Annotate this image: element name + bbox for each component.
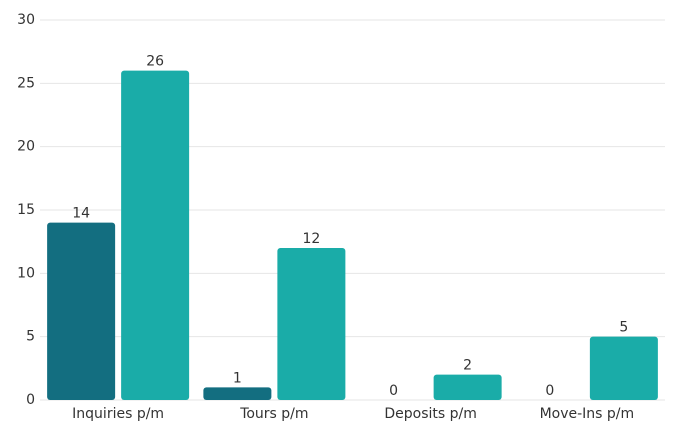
data-label: 5 — [619, 320, 628, 336]
y-tick-label: 25 — [17, 75, 35, 91]
data-label: 26 — [146, 54, 164, 70]
bar — [203, 387, 272, 400]
data-label: 12 — [302, 231, 320, 247]
data-label: 2 — [463, 358, 472, 374]
bar — [433, 374, 502, 400]
x-tick-label: Deposits p/m — [384, 406, 477, 422]
data-label: 0 — [389, 383, 398, 399]
bar — [277, 248, 346, 400]
y-tick-label: 30 — [17, 12, 35, 28]
bar — [121, 70, 190, 401]
y-tick-label: 15 — [17, 202, 35, 218]
bar — [589, 336, 658, 400]
y-tick-label: 10 — [17, 265, 35, 281]
data-label: 1 — [233, 370, 242, 386]
x-tick-label: Move-Ins p/m — [540, 406, 635, 422]
y-tick-label: 5 — [26, 329, 35, 345]
data-label: 14 — [72, 206, 90, 222]
x-tick-label: Tours p/m — [239, 406, 308, 422]
x-tick-label: Inquiries p/m — [72, 406, 164, 422]
y-tick-label: 0 — [26, 392, 35, 408]
bar — [47, 222, 116, 400]
y-tick-label: 20 — [17, 139, 35, 155]
data-label: 0 — [545, 383, 554, 399]
